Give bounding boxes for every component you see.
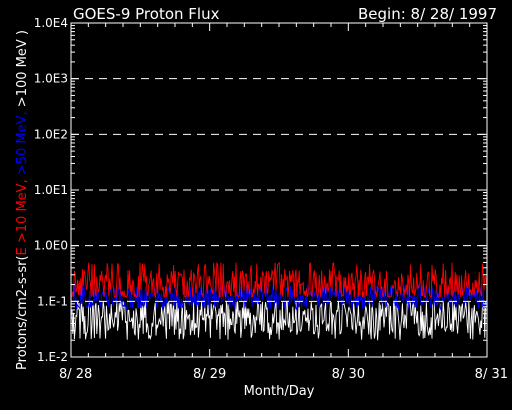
x-axis-label: Month/Day xyxy=(244,384,315,399)
y-tick-label: 1.0E1 xyxy=(34,183,68,197)
x-tick-label: 8/ 31 xyxy=(475,367,508,382)
y-axis-label-part: >100 MeV ) xyxy=(15,30,30,107)
series-line-100-mev xyxy=(71,299,487,341)
series-line-e-10-mev xyxy=(71,261,487,299)
chart-title: GOES-9 Proton Flux xyxy=(73,5,220,23)
y-tick-label: 1.E-1 xyxy=(37,294,68,308)
y-tick-label: 1.0E4 xyxy=(34,16,68,30)
y-tick-label: 1.E-2 xyxy=(37,350,68,364)
y-tick-label: 1.0E3 xyxy=(34,72,68,86)
x-tick-label: 8/ 28 xyxy=(59,367,92,382)
y-axis-label-part: >50 MeV, xyxy=(15,107,30,175)
x-tick-label: 8/ 30 xyxy=(332,367,365,382)
y-axis-label-part: Protons/cm2-s-sr( xyxy=(15,255,30,370)
y-axis-label-part: E >10 MeV, xyxy=(15,175,30,255)
y-tick-label: 1.0E2 xyxy=(34,127,68,141)
plot-frame xyxy=(70,22,488,358)
x-tick-label: 8/ 29 xyxy=(193,367,226,382)
begin-date-label: Begin: 8/ 28/ 1997 xyxy=(358,5,497,23)
y-axis-label: Protons/cm2-s-sr(E >10 MeV, >50 MeV, >10… xyxy=(15,30,30,370)
y-tick-label: 1.0E0 xyxy=(34,239,68,253)
axis-layer: 1.0E4 1.0E3 1.0E2 1.0E1 1.0E0 1.E-1 1.E-2 8/ 28… xyxy=(34,16,508,382)
